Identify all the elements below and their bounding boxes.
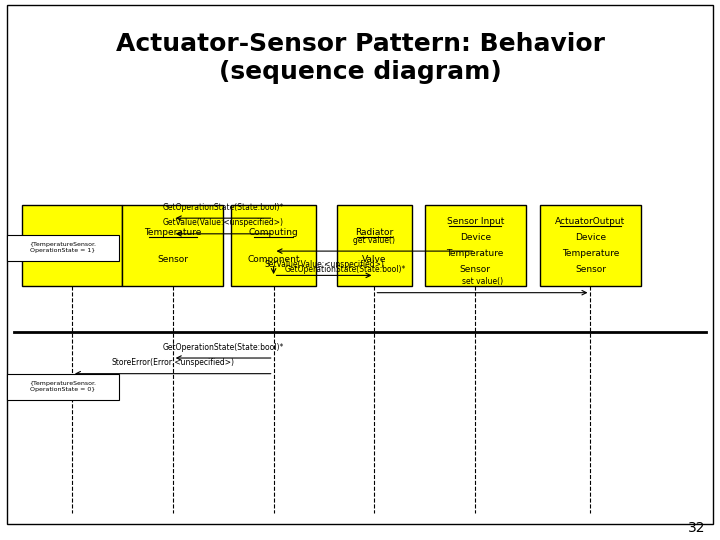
Text: ActuatorOutput: ActuatorOutput	[555, 217, 626, 226]
Text: GetOperationState(State:bool)*: GetOperationState(State:bool)*	[163, 342, 284, 352]
Text: Temperature: Temperature	[446, 249, 504, 258]
FancyBboxPatch shape	[22, 205, 122, 286]
FancyBboxPatch shape	[540, 205, 641, 286]
FancyBboxPatch shape	[7, 235, 119, 261]
Text: {TemperatureSensor.
OperationState = 1}: {TemperatureSensor. OperationState = 1}	[30, 242, 96, 253]
Text: GetOperationState(State:bool)*: GetOperationState(State:bool)*	[163, 202, 284, 212]
Text: Device: Device	[575, 233, 606, 242]
Text: Sensor Input: Sensor Input	[446, 217, 504, 226]
Text: Sensor: Sensor	[575, 266, 606, 274]
Text: get value(): get value()	[354, 235, 395, 245]
FancyBboxPatch shape	[425, 205, 526, 286]
FancyBboxPatch shape	[7, 374, 119, 400]
Text: Temperature: Temperature	[144, 228, 202, 237]
Text: GetValue(Value:<unspecified>): GetValue(Value:<unspecified>)	[163, 218, 284, 227]
Text: Sensor: Sensor	[157, 255, 189, 264]
Text: Sensor: Sensor	[459, 266, 491, 274]
Text: StoreError(Error:<unspecified>): StoreError(Error:<unspecified>)	[112, 358, 234, 367]
Text: Temperature: Temperature	[562, 249, 619, 258]
Text: Actuator-Sensor Pattern: Behavior
(sequence diagram): Actuator-Sensor Pattern: Behavior (seque…	[115, 32, 605, 84]
Text: Component: Component	[248, 255, 300, 264]
Text: {TemperatureSensor.
OperationState = 0}: {TemperatureSensor. OperationState = 0}	[30, 381, 96, 392]
Text: GetOperationState(State:bool)*: GetOperationState(State:bool)*	[284, 266, 406, 274]
FancyBboxPatch shape	[122, 205, 223, 286]
Text: FaultHandler: FaultHandler	[43, 241, 101, 250]
FancyBboxPatch shape	[232, 205, 316, 286]
Text: Computing: Computing	[248, 228, 299, 237]
Text: Radiator: Radiator	[355, 228, 394, 237]
Text: Valve: Valve	[362, 255, 387, 264]
Text: SetValue(Value:<unspecified>): SetValue(Value:<unspecified>)	[264, 260, 384, 269]
Text: set value(): set value()	[462, 277, 503, 286]
Text: 32: 32	[688, 521, 706, 535]
FancyBboxPatch shape	[337, 205, 412, 286]
Text: Device: Device	[459, 233, 491, 242]
